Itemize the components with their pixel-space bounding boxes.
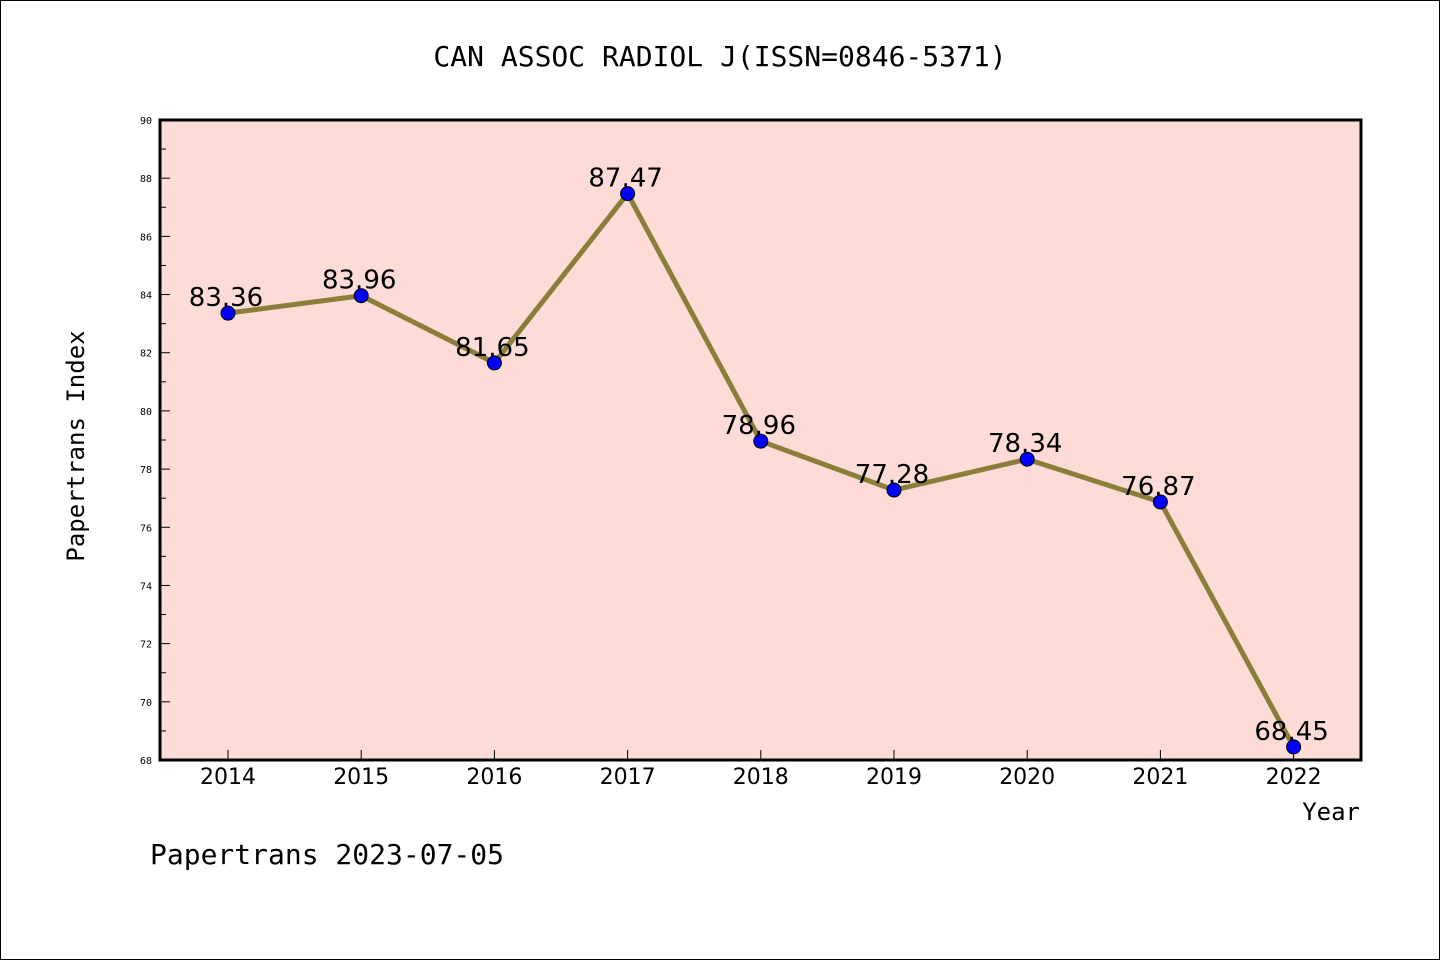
data-label: 77.28 (855, 460, 929, 490)
footer-stamp: Papertrans 2023-07-05 (150, 838, 504, 871)
data-label: 78.34 (988, 429, 1062, 459)
data-point (1286, 739, 1302, 755)
data-point (753, 433, 769, 449)
data-label: 83.96 (322, 266, 396, 296)
data-label: 68.45 (1254, 717, 1328, 747)
y-tick-label: 68 (140, 756, 152, 767)
data-label: 81.65 (455, 333, 529, 363)
y-tick-label: 82 (140, 349, 152, 360)
data-point (620, 186, 636, 202)
x-tick-label: 2020 (999, 765, 1055, 790)
y-axis-label: Papertrans Index (62, 330, 90, 561)
x-tick-label: 2022 (1266, 765, 1322, 790)
x-tick-label: 2016 (466, 765, 522, 790)
y-tick-label: 72 (140, 640, 152, 651)
data-point (486, 355, 502, 371)
data-label: 76.87 (1121, 472, 1195, 502)
x-axis-label: Year (1302, 798, 1360, 826)
x-tick-label: 2021 (1132, 765, 1188, 790)
y-tick-label: 84 (140, 291, 152, 302)
x-tick-label: 2015 (333, 765, 389, 790)
series-markers (220, 186, 1302, 755)
y-tick-label: 76 (140, 523, 152, 534)
x-tick-label: 2017 (600, 765, 656, 790)
y-tick-label: 78 (140, 465, 152, 476)
data-labels: 83.36 83.96 81.65 87.47 78.96 77.28 78.34 76.87… (189, 164, 1329, 747)
y-tick-label: 86 (140, 232, 152, 243)
y-tick-label: 88 (140, 174, 152, 185)
chart-title: CAN ASSOC RADIOL J(ISSN=0846-5371) (433, 40, 1006, 73)
y-tick-label: 90 (140, 116, 152, 127)
data-label: 83.36 (189, 283, 263, 313)
data-point (886, 482, 902, 498)
x-tick-label: 2019 (866, 765, 922, 790)
data-point (1019, 451, 1035, 467)
data-label: 87.47 (588, 164, 662, 194)
y-tick-label: 74 (140, 581, 152, 592)
data-label: 78.96 (722, 411, 796, 441)
x-tick-label: 2018 (733, 765, 789, 790)
x-tick-label: 2014 (200, 765, 256, 790)
data-point (353, 288, 369, 304)
y-axis: 68 70 72 74 76 78 80 82 84 86 88 90 (140, 116, 170, 767)
data-point (220, 305, 236, 321)
data-point (1152, 494, 1168, 510)
x-axis: 2014 2015 2016 2017 2018 2019 2020 2021 2022 (200, 750, 1322, 790)
y-tick-label: 70 (140, 698, 152, 709)
y-tick-label: 80 (140, 407, 152, 418)
